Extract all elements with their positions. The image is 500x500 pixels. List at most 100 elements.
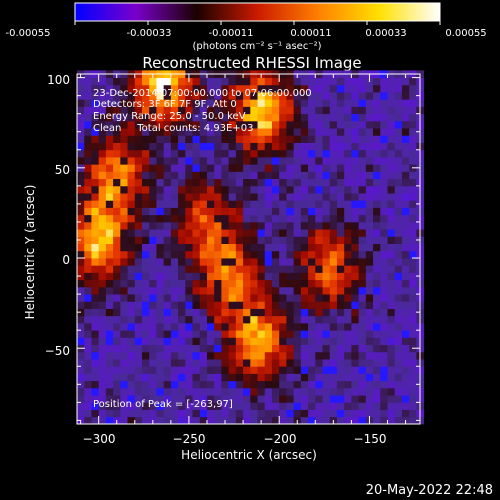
heatmap-cell: [365, 193, 374, 201]
heatmap-cell: [380, 366, 388, 374]
heatmap-cell: [257, 84, 266, 93]
heatmap-cell: [178, 120, 186, 129]
heatmap-cell: [206, 387, 215, 396]
heatmap-cell: [243, 156, 251, 165]
heatmap-cell: [286, 120, 295, 129]
heatmap-cell: [127, 156, 136, 165]
heatmap-cell: [329, 258, 338, 266]
heatmap-cell: [214, 344, 222, 353]
heatmap-cell: [387, 387, 396, 396]
heatmap-cell: [394, 301, 403, 309]
heatmap-cell: [91, 214, 100, 223]
heatmap-cell: [221, 221, 230, 230]
heatmap-cell: [127, 294, 136, 302]
heatmap-cell: [257, 164, 266, 172]
heatmap-cell: [373, 279, 381, 288]
heatmap-cell: [387, 366, 396, 374]
heatmap-cell: [120, 243, 128, 252]
heatmap-cell: [387, 258, 396, 266]
heatmap-cell: [98, 99, 107, 107]
heatmap-cell: [380, 135, 388, 143]
heatmap-cell: [387, 286, 396, 295]
heatmap-cell: [387, 402, 396, 410]
heatmap-cell: [84, 84, 92, 93]
heatmap-cell: [91, 164, 100, 172]
heatmap-cell: [365, 113, 374, 122]
heatmap-cell: [120, 272, 128, 281]
heatmap-cell: [243, 359, 251, 367]
heatmap-cell: [250, 77, 258, 86]
heatmap-cell: [336, 236, 345, 244]
heatmap-cell: [250, 250, 258, 259]
heatmap-cell: [308, 279, 316, 288]
heatmap-cell: [163, 236, 172, 244]
heatmap-cell: [105, 380, 114, 389]
heatmap-cell: [308, 106, 316, 115]
heatmap-cell: [149, 164, 157, 172]
heatmap-cell: [221, 164, 230, 172]
heatmap-cell: [134, 135, 143, 143]
heatmap-cell: [351, 272, 360, 281]
heatmap-cell: [120, 337, 128, 346]
heatmap-cell: [293, 120, 302, 129]
heatmap-cell: [98, 366, 107, 374]
heatmap-cell: [221, 236, 230, 244]
heatmap-cell: [387, 171, 396, 180]
heatmap-cell: [91, 416, 100, 425]
heatmap-cell: [170, 92, 179, 100]
heatmap-cell: [98, 221, 107, 230]
heatmap-cell: [134, 416, 143, 425]
heatmap-cell: [156, 200, 165, 208]
heatmap-cell: [192, 373, 201, 382]
heatmap-cell: [221, 128, 230, 136]
heatmap-cell: [149, 149, 157, 158]
heatmap-cell: [214, 84, 222, 93]
heatmap-cell: [235, 207, 244, 216]
heatmap-cell: [214, 178, 222, 187]
heatmap-cell: [156, 380, 165, 389]
heatmap-cell: [134, 286, 143, 295]
heatmap-cell: [206, 330, 215, 338]
heatmap-cell: [235, 193, 244, 201]
heatmap-cell: [214, 149, 222, 158]
heatmap-cell: [178, 409, 186, 418]
heatmap-cell: [401, 120, 410, 129]
heatmap-cell: [98, 84, 107, 93]
heatmap-cell: [300, 106, 309, 115]
heatmap-cell: [351, 315, 360, 324]
heatmap-cell: [401, 229, 410, 237]
heatmap-cell: [170, 315, 179, 324]
heatmap-cell: [149, 128, 157, 136]
heatmap-cell: [351, 193, 360, 201]
heatmap-cell: [192, 315, 201, 324]
heatmap-cell: [286, 99, 295, 107]
heatmap-cell: [279, 265, 287, 273]
heatmap-cell: [127, 272, 136, 281]
heatmap-cell: [163, 308, 172, 317]
heatmap-cell: [141, 258, 150, 266]
heatmap-cell: [394, 221, 403, 230]
heatmap-cell: [199, 135, 208, 143]
heatmap-cell: [84, 322, 92, 331]
heatmap-cell: [141, 77, 150, 86]
heatmap-cell: [293, 315, 302, 324]
heatmap-cell: [91, 250, 100, 259]
heatmap-cell: [98, 373, 107, 382]
heatmap-cell: [250, 185, 258, 194]
heatmap-cell: [300, 308, 309, 317]
heatmap-cell: [192, 113, 201, 122]
heatmap-cell: [322, 229, 331, 237]
heatmap-cell: [185, 373, 193, 382]
heatmap-cell: [228, 265, 237, 273]
heatmap-cell: [358, 236, 367, 244]
heatmap-cell: [221, 272, 230, 281]
heatmap-cell: [84, 344, 92, 353]
heatmap-cell: [84, 128, 92, 136]
heatmap-cell: [170, 84, 179, 93]
heatmap-cell: [113, 200, 121, 208]
heatmap-cell: [387, 250, 396, 259]
heatmap-cell: [156, 185, 165, 194]
heatmap-cell: [315, 113, 323, 122]
heatmap-cell: [91, 308, 100, 317]
heatmap-cell: [373, 120, 381, 129]
